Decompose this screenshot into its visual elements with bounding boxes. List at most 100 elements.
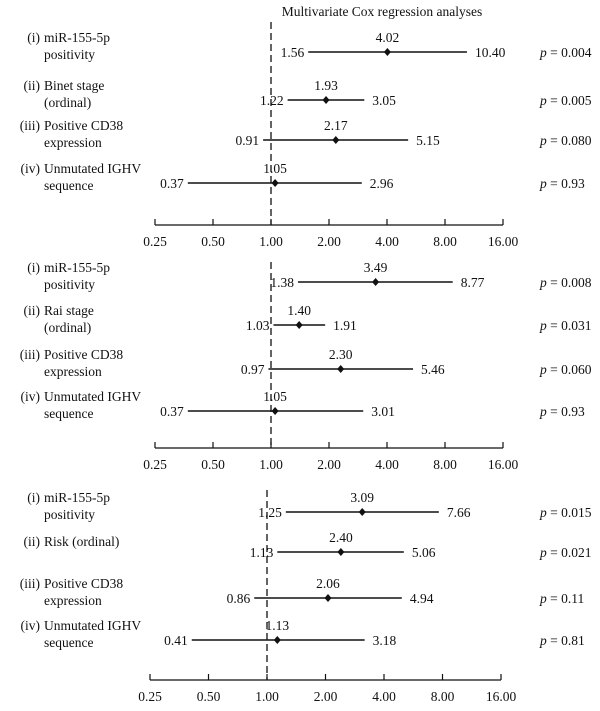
- ci-upper-label: 3.01: [371, 404, 395, 419]
- row-number: (i): [27, 30, 40, 45]
- x-tick-label: 16.00: [488, 457, 519, 472]
- row-label: Unmutated IGHV: [44, 618, 141, 633]
- row-label: Positive CD38: [44, 576, 123, 591]
- row-label: Positive CD38: [44, 347, 123, 362]
- ci-lower-label: 1.56: [281, 45, 305, 60]
- x-tick-label: 2.00: [317, 457, 341, 472]
- row-number: (iii): [20, 118, 40, 133]
- row-number: (i): [27, 490, 40, 505]
- p-value: p = 0.004: [539, 45, 592, 60]
- ci-lower-label: 1.03: [246, 318, 270, 333]
- p-value: p = 0.11: [539, 591, 584, 606]
- ci-lower-label: 1.38: [270, 275, 294, 290]
- row-number: (i): [27, 260, 40, 275]
- x-tick-label: 2.00: [314, 689, 338, 704]
- row-label: expression: [44, 135, 102, 150]
- hazard-ratio-label: 3.49: [364, 260, 388, 275]
- row-label: Positive CD38: [44, 118, 123, 133]
- row-number: (ii): [24, 78, 41, 93]
- p-value: p = 0.080: [539, 133, 592, 148]
- hazard-ratio-marker: [332, 136, 340, 144]
- row-number: (iv): [21, 389, 41, 404]
- row-label: sequence: [44, 635, 93, 650]
- row-label: sequence: [44, 406, 93, 421]
- row-label: positivity: [44, 47, 95, 62]
- ci-upper-label: 2.96: [370, 176, 394, 191]
- ci-lower-label: 1.13: [250, 545, 274, 560]
- x-tick-label: 8.00: [431, 689, 455, 704]
- hazard-ratio-marker: [372, 278, 380, 286]
- hazard-ratio-marker: [324, 594, 332, 602]
- x-tick-label: 16.00: [486, 689, 517, 704]
- x-tick-label: 0.25: [143, 234, 167, 249]
- ci-upper-label: 10.40: [475, 45, 506, 60]
- x-tick-label: 1.00: [259, 234, 283, 249]
- row-label: Unmutated IGHV: [44, 161, 141, 176]
- x-tick-label: 0.25: [138, 689, 162, 704]
- row-label: miR-155-5p: [44, 260, 110, 275]
- ci-lower-label: 0.41: [164, 633, 188, 648]
- p-value: p = 0.031: [539, 318, 592, 333]
- hazard-ratio-label: 4.02: [376, 30, 400, 45]
- row-number: (iv): [21, 161, 41, 176]
- ci-lower-label: 0.37: [160, 176, 184, 191]
- p-value: p = 0.93: [539, 176, 585, 191]
- p-value: p = 0.015: [539, 505, 592, 520]
- p-value: p = 0.81: [539, 633, 585, 648]
- ci-upper-label: 5.06: [412, 545, 436, 560]
- hazard-ratio-label: 1.13: [266, 618, 290, 633]
- hazard-ratio-marker: [337, 365, 345, 373]
- hazard-ratio-label: 1.40: [287, 303, 311, 318]
- x-tick-label: 0.25: [143, 457, 167, 472]
- ci-upper-label: 3.05: [372, 93, 396, 108]
- ci-lower-label: 0.86: [227, 591, 251, 606]
- hazard-ratio-marker: [358, 508, 366, 516]
- hazard-ratio-marker: [271, 407, 279, 415]
- x-tick-label: 16.00: [488, 234, 519, 249]
- chart-title: Multivariate Cox regression analyses: [282, 4, 483, 19]
- row-label: Unmutated IGHV: [44, 389, 141, 404]
- ci-upper-label: 8.77: [461, 275, 485, 290]
- row-number: (iii): [20, 347, 40, 362]
- hazard-ratio-label: 3.09: [350, 490, 374, 505]
- row-label: sequence: [44, 178, 93, 193]
- row-label: (ordinal): [44, 320, 91, 335]
- hazard-ratio-label: 1.05: [263, 389, 287, 404]
- p-value: p = 0.005: [539, 93, 592, 108]
- ci-lower-label: 1.25: [258, 505, 282, 520]
- ci-lower-label: 0.37: [160, 404, 184, 419]
- hazard-ratio-marker: [337, 548, 345, 556]
- row-number: (ii): [24, 534, 41, 549]
- ci-lower-label: 0.91: [235, 133, 259, 148]
- row-label: positivity: [44, 507, 95, 522]
- hazard-ratio-marker: [383, 48, 391, 56]
- ci-lower-label: 0.97: [241, 362, 265, 377]
- ci-upper-label: 1.91: [333, 318, 357, 333]
- hazard-ratio-label: 2.17: [324, 118, 348, 133]
- row-label: positivity: [44, 277, 95, 292]
- p-value: p = 0.93: [539, 404, 585, 419]
- x-tick-label: 1.00: [259, 457, 283, 472]
- ci-upper-label: 3.18: [373, 633, 397, 648]
- x-tick-label: 1.00: [255, 689, 279, 704]
- ci-upper-label: 4.94: [410, 591, 434, 606]
- p-value: p = 0.021: [539, 545, 592, 560]
- row-label: miR-155-5p: [44, 30, 110, 45]
- x-tick-label: 4.00: [375, 457, 399, 472]
- row-number: (iv): [21, 618, 41, 633]
- x-tick-label: 8.00: [433, 457, 457, 472]
- ci-upper-label: 7.66: [447, 505, 471, 520]
- row-label: miR-155-5p: [44, 490, 110, 505]
- hazard-ratio-label: 1.93: [314, 78, 338, 93]
- row-number: (iii): [20, 576, 40, 591]
- x-tick-label: 4.00: [375, 234, 399, 249]
- hazard-ratio-marker: [273, 636, 281, 644]
- hazard-ratio-marker: [295, 321, 303, 329]
- row-label: Risk (ordinal): [44, 534, 119, 549]
- x-tick-label: 0.50: [197, 689, 221, 704]
- row-label: Rai stage: [44, 303, 94, 318]
- ci-lower-label: 1.22: [260, 93, 284, 108]
- row-label: Binet stage: [44, 78, 104, 93]
- hazard-ratio-label: 2.30: [329, 347, 353, 362]
